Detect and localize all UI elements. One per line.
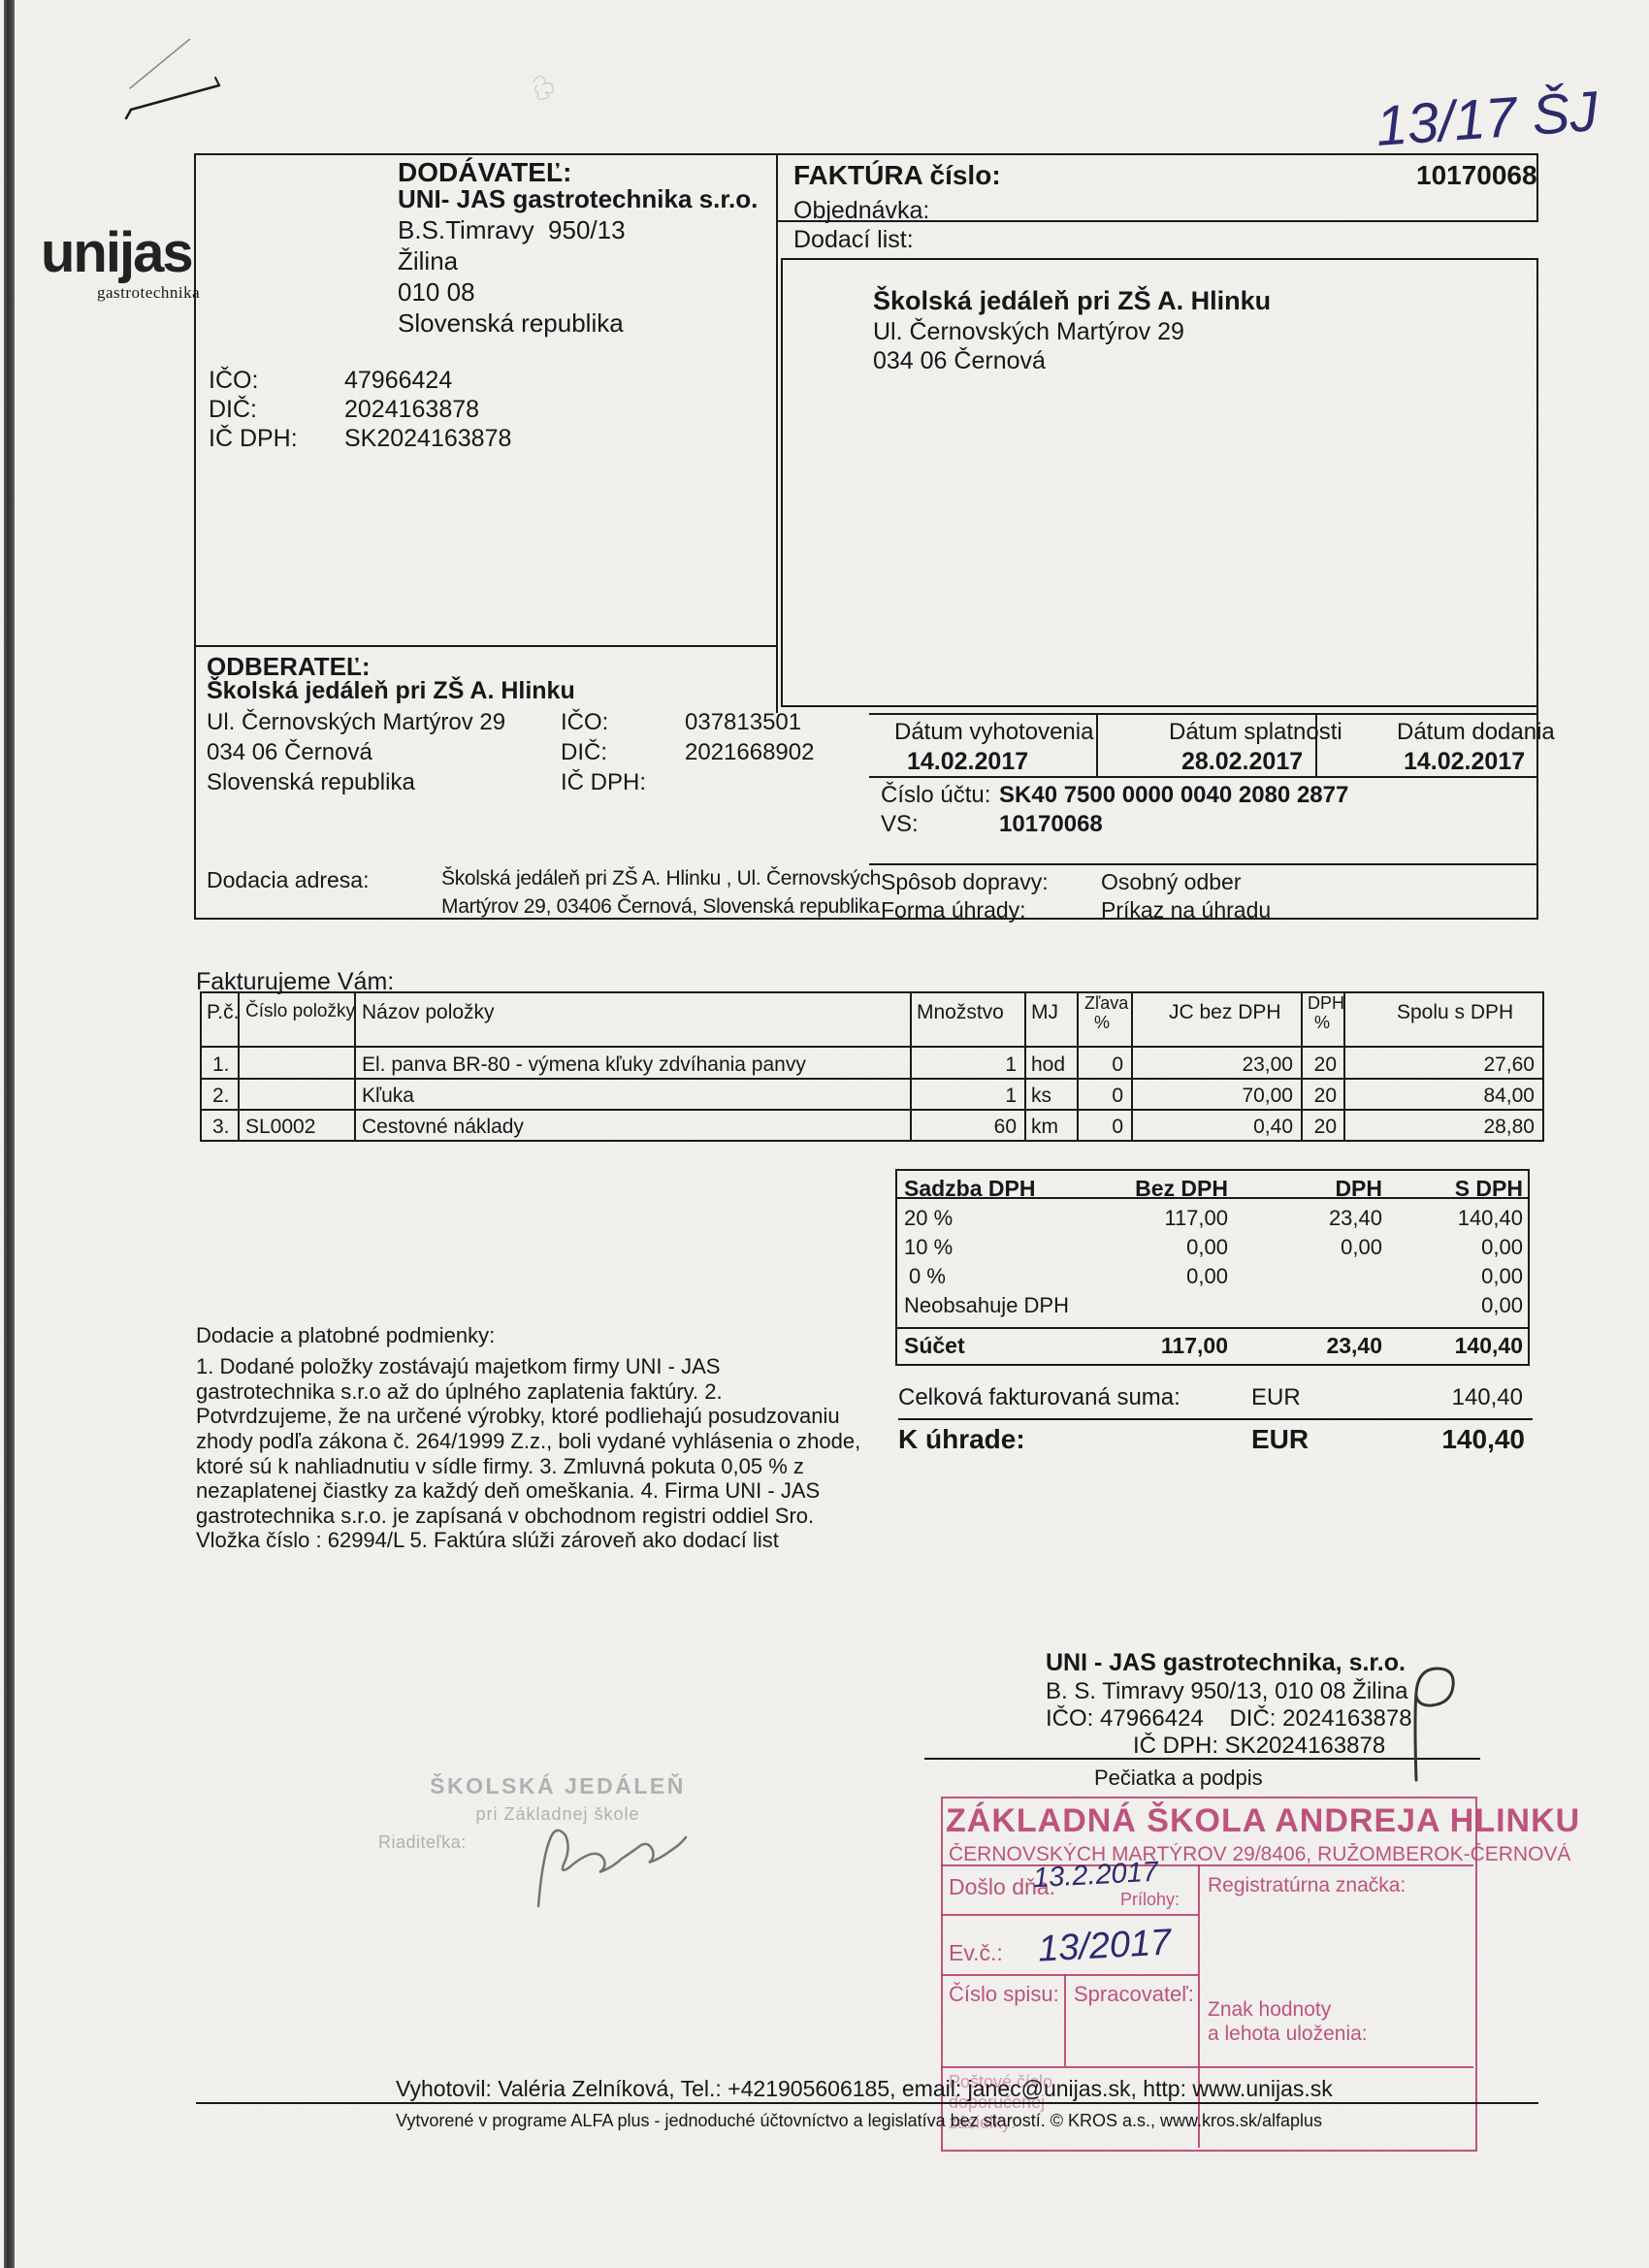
svg-text:13/17 ŠJ: 13/17 ŠJ bbox=[1377, 80, 1600, 158]
